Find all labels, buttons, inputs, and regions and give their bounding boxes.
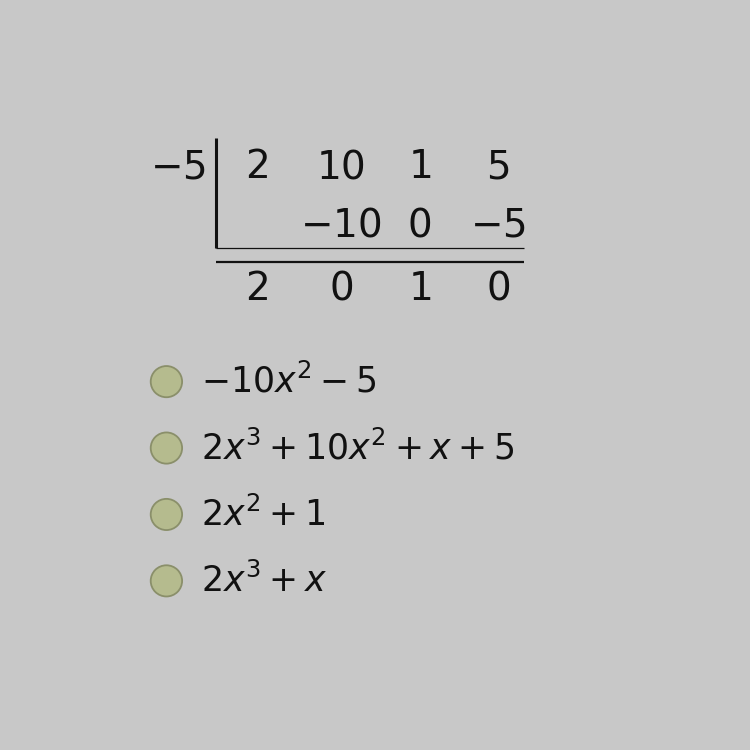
Circle shape [151,433,182,464]
Text: $-10$: $-10$ [300,207,382,245]
Text: $5$: $5$ [486,149,509,187]
Text: $0$: $0$ [407,207,431,245]
Circle shape [151,499,182,530]
Text: $1$: $1$ [408,149,430,187]
Text: $0$: $0$ [328,271,352,308]
Text: $0$: $0$ [486,271,510,308]
Text: $2$: $2$ [245,271,268,308]
Text: $-10x^2-5$: $-10x^2-5$ [201,364,377,400]
Text: $-5$: $-5$ [150,149,206,187]
Circle shape [151,566,182,596]
Text: $2$: $2$ [245,149,268,187]
Text: $1$: $1$ [408,271,430,308]
Circle shape [151,366,182,398]
Text: $-5$: $-5$ [470,207,526,245]
Text: $10$: $10$ [316,149,365,187]
Text: $2x^3+x$: $2x^3+x$ [201,562,328,599]
Text: $2x^2+1$: $2x^2+1$ [201,496,326,532]
Text: $2x^3+10x^2+x+5$: $2x^3+10x^2+x+5$ [201,430,514,466]
